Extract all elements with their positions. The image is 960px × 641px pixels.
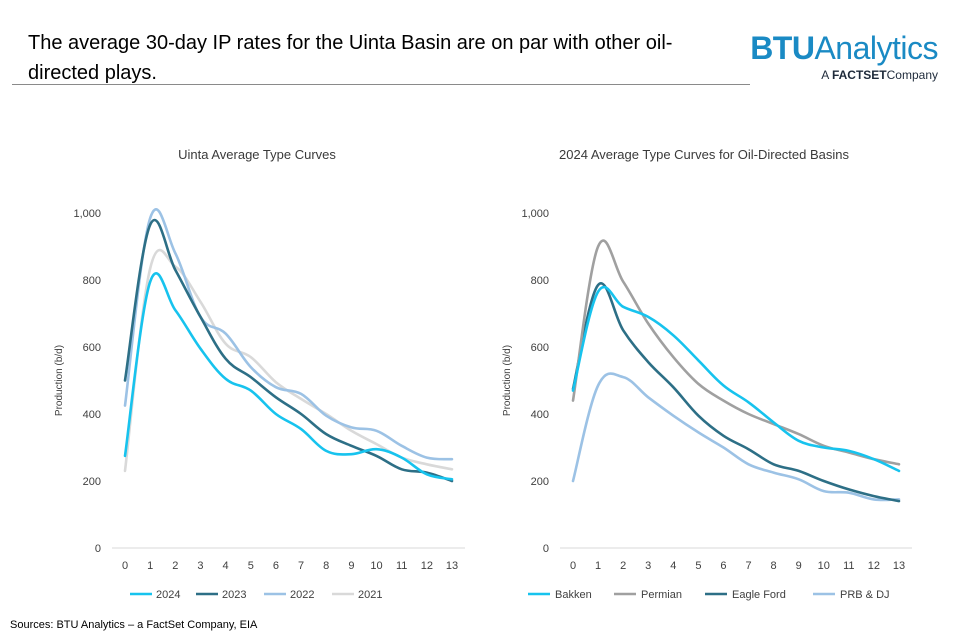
logo-wordmark: BTUAnalytics xyxy=(750,30,938,66)
x-tick-label: 12 xyxy=(868,560,880,572)
legend-label: Permian xyxy=(641,589,682,601)
logo-btu-text: BTU xyxy=(750,30,815,66)
chart-title: Uinta Average Type Curves xyxy=(178,147,336,162)
x-tick-label: 7 xyxy=(745,560,751,572)
y-tick-label: 200 xyxy=(83,476,101,488)
legend-label: 2021 xyxy=(358,589,382,601)
series-line-2022 xyxy=(123,208,454,461)
y-axis-title: Production (b/d) xyxy=(502,345,513,416)
x-tick-label: 2 xyxy=(620,560,626,572)
series-line-eagle-ford xyxy=(571,282,901,503)
oil-basins-chart: 2024 Average Type Curves for Oil-Directe… xyxy=(502,147,912,601)
x-tick-label: 11 xyxy=(396,560,407,572)
y-tick-label: 200 xyxy=(531,476,549,488)
series-line-bakken xyxy=(571,285,901,473)
x-tick-label: 13 xyxy=(446,560,458,572)
x-tick-label: 2 xyxy=(172,560,178,572)
series-line-2021 xyxy=(123,248,454,473)
x-tick-label: 6 xyxy=(720,560,726,572)
logo-sub-suffix: Company xyxy=(886,68,938,82)
headline-divider xyxy=(12,84,750,85)
x-tick-label: 3 xyxy=(645,560,651,572)
series-line-2023 xyxy=(123,218,454,483)
legend-label: 2022 xyxy=(290,589,314,601)
btu-analytics-logo: BTUAnalytics A FACTSETCompany xyxy=(750,30,950,90)
source-note: Sources: BTU Analytics – a FactSet Compa… xyxy=(10,619,258,631)
x-tick-label: 13 xyxy=(893,560,905,572)
y-tick-label: 600 xyxy=(83,342,101,354)
x-tick-label: 0 xyxy=(122,560,128,572)
logo-analytics-text: Analytics xyxy=(814,30,938,66)
y-tick-label: 1,000 xyxy=(521,208,549,220)
x-tick-label: 1 xyxy=(595,560,601,572)
x-tick-label: 10 xyxy=(818,560,830,572)
x-tick-label: 4 xyxy=(223,560,229,572)
legend-label: 2024 xyxy=(156,589,180,601)
y-tick-label: 0 xyxy=(543,543,549,555)
x-tick-label: 5 xyxy=(695,560,701,572)
series-line-permian xyxy=(571,239,901,466)
x-tick-label: 12 xyxy=(421,560,433,572)
chart-title: 2024 Average Type Curves for Oil-Directe… xyxy=(559,147,849,162)
x-tick-label: 6 xyxy=(273,560,279,572)
logo-sub-prefix: A xyxy=(821,68,829,82)
y-axis-title: Production (b/d) xyxy=(54,345,65,416)
x-tick-label: 5 xyxy=(248,560,254,572)
legend-label: PRB & DJ xyxy=(840,589,890,601)
y-tick-label: 600 xyxy=(531,342,549,354)
x-tick-label: 0 xyxy=(570,560,576,572)
legend-label: Bakken xyxy=(555,589,592,601)
x-tick-label: 3 xyxy=(197,560,203,572)
legend-label: 2023 xyxy=(222,589,246,601)
x-tick-label: 9 xyxy=(348,560,354,572)
y-tick-label: 1,000 xyxy=(73,208,101,220)
y-tick-label: 800 xyxy=(531,275,549,287)
uinta-chart: Uinta Average Type Curves 0 200 400 600 800 1… xyxy=(54,147,465,601)
y-tick-label: 0 xyxy=(95,543,101,555)
x-tick-label: 4 xyxy=(670,560,676,572)
logo-factset-text: FACTSET xyxy=(831,68,887,82)
x-tick-label: 10 xyxy=(370,560,382,572)
x-tick-label: 8 xyxy=(323,560,329,572)
y-tick-label: 400 xyxy=(83,409,101,421)
x-tick-label: 7 xyxy=(298,560,304,572)
series-line-prb-dj xyxy=(571,372,901,502)
headline: The average 30-day IP rates for the Uint… xyxy=(28,32,673,84)
x-tick-label: 11 xyxy=(843,560,854,572)
y-tick-label: 800 xyxy=(83,275,101,287)
legend-label: Eagle Ford xyxy=(732,589,786,601)
x-tick-label: 8 xyxy=(771,560,777,572)
series-line-2024 xyxy=(123,272,454,481)
x-tick-label: 1 xyxy=(147,560,153,572)
x-tick-label: 9 xyxy=(796,560,802,572)
y-tick-label: 400 xyxy=(531,409,549,421)
logo-subtitle: A FACTSETCompany xyxy=(821,68,938,82)
